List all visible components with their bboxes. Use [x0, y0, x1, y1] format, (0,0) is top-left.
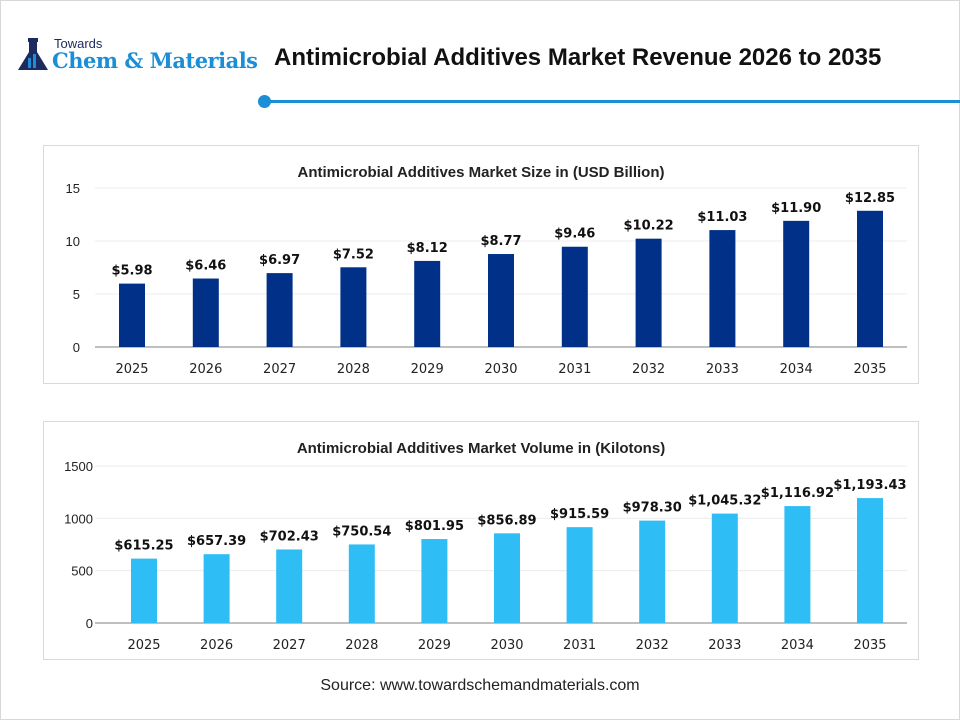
bar-2035 [857, 498, 883, 623]
chart-title: Antimicrobial Additives Market Size in (… [298, 164, 665, 181]
bar-2035 [857, 210, 883, 347]
flask-icon [18, 38, 48, 70]
page-title: Antimicrobial Additives Market Revenue 2… [274, 44, 882, 71]
x-tick-label: 2029 [411, 362, 444, 377]
x-tick-label: 2027 [263, 362, 296, 377]
bar-2030 [494, 533, 520, 623]
x-tick-label: 2035 [853, 638, 886, 653]
data-label: $9.46 [554, 227, 595, 242]
bar-2029 [421, 539, 448, 623]
bar-2032 [639, 520, 666, 623]
bar-2025 [131, 558, 157, 623]
bar-2033 [709, 230, 736, 347]
bar-2034 [783, 220, 810, 347]
x-tick-label: 2025 [127, 638, 160, 653]
bar-2033 [711, 513, 738, 623]
data-label: $915.59 [550, 507, 609, 522]
data-label: $1,045.32 [688, 494, 761, 509]
data-label: $7.52 [333, 247, 374, 262]
data-label: $11.90 [771, 201, 821, 216]
volume-chart: Antimicrobial Additives Market Volume in… [64, 440, 907, 653]
y-tick-label: 15 [66, 181, 80, 196]
bar-2026 [192, 278, 219, 347]
data-label: $6.97 [259, 253, 300, 268]
x-tick-label: 2032 [636, 638, 669, 653]
data-label: $702.43 [260, 529, 319, 544]
underline-dot [258, 95, 271, 108]
x-tick-label: 2027 [273, 638, 306, 653]
x-tick-label: 2026 [200, 638, 233, 653]
data-label: $1,116.92 [761, 486, 834, 501]
data-label: $5.98 [111, 264, 152, 279]
bar-2027 [266, 273, 293, 347]
chart-panel-size: Antimicrobial Additives Market Size in (… [43, 145, 919, 384]
x-tick-label: 2032 [632, 362, 665, 377]
x-tick-label: 2033 [706, 362, 739, 377]
y-tick-label: 0 [86, 616, 93, 631]
bar-2028 [340, 267, 367, 347]
title-underline [265, 100, 960, 103]
data-label: $8.77 [480, 234, 521, 249]
data-label: $10.22 [624, 219, 674, 234]
source-text: Source: www.towardschemandmaterials.com [320, 677, 640, 694]
bar-2034 [784, 506, 811, 623]
x-tick-label: 2030 [490, 638, 523, 653]
x-tick-label: 2031 [563, 638, 596, 653]
logo-brand: Chem & Materials [52, 48, 258, 73]
size-chart: Antimicrobial Additives Market Size in (… [66, 164, 907, 377]
x-tick-label: 2033 [708, 638, 741, 653]
data-label: $1,193.43 [833, 478, 906, 493]
x-tick-label: 2029 [418, 638, 451, 653]
x-tick-label: 2026 [189, 362, 222, 377]
bar-2031 [566, 527, 593, 623]
chart-title: Antimicrobial Additives Market Volume in… [297, 440, 665, 457]
x-tick-label: 2028 [345, 638, 378, 653]
bar-2027 [276, 549, 303, 623]
y-tick-label: 10 [66, 234, 80, 249]
bar-2028 [348, 544, 375, 623]
y-tick-label: 5 [73, 287, 80, 302]
bar-2031 [561, 246, 588, 347]
bar-2029 [414, 260, 441, 347]
x-tick-label: 2030 [484, 362, 517, 377]
x-tick-label: 2034 [780, 362, 813, 377]
y-tick-label: 0 [73, 340, 80, 355]
data-label: $856.89 [477, 513, 536, 528]
y-tick-label: 500 [71, 564, 93, 579]
data-label: $978.30 [623, 501, 682, 516]
data-label: $801.95 [405, 519, 464, 534]
bar-2030 [488, 254, 514, 347]
data-label: $6.46 [185, 259, 226, 274]
bar-2026 [203, 554, 230, 623]
x-tick-label: 2035 [853, 362, 886, 377]
data-label: $11.03 [697, 210, 747, 225]
data-label: $750.54 [332, 524, 391, 539]
logo-towards: Towards [54, 36, 103, 51]
y-tick-label: 1000 [64, 511, 93, 526]
data-label: $8.12 [407, 241, 448, 256]
y-tick-label: 1500 [64, 459, 93, 474]
data-label: $12.85 [845, 191, 895, 206]
x-tick-label: 2025 [115, 362, 148, 377]
x-tick-label: 2034 [781, 638, 814, 653]
x-tick-label: 2031 [558, 362, 591, 377]
bar-2025 [119, 283, 145, 347]
bar-2032 [635, 238, 662, 347]
logo: Towards Chem & Materials [16, 36, 261, 76]
x-tick-label: 2028 [337, 362, 370, 377]
data-label: $615.25 [114, 539, 173, 554]
data-label: $657.39 [187, 534, 246, 549]
chart-panel-volume: Antimicrobial Additives Market Volume in… [43, 421, 919, 660]
